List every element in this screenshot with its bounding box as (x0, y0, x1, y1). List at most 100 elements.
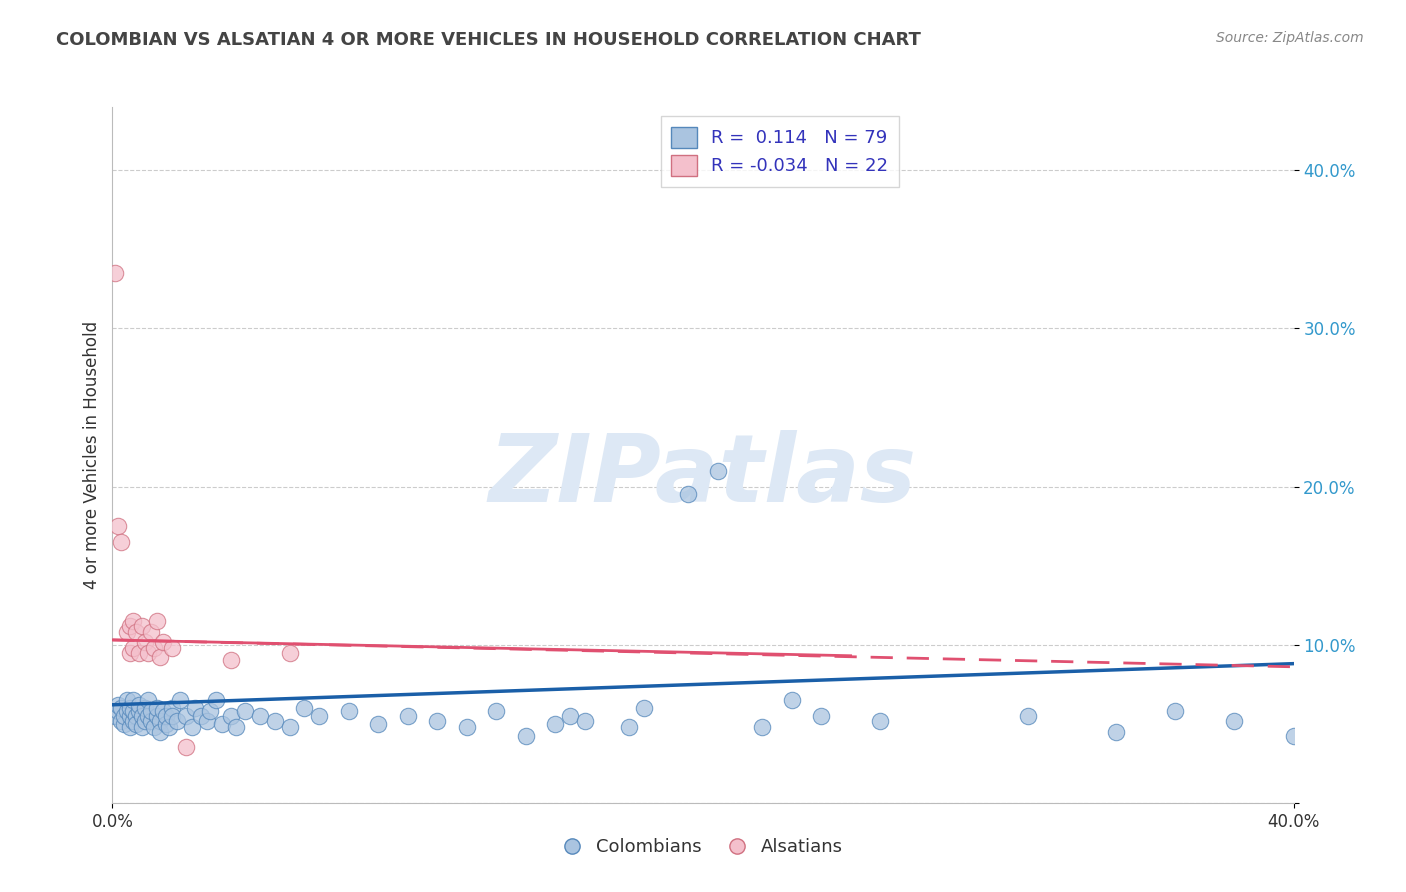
Point (107, 698, 129, 712)
Point (485, 704, 508, 718)
Point (619, 720, 641, 734)
Point (396, 708, 419, 723)
Point (120, 618, 142, 632)
Point (112, 708, 135, 723)
Point (131, 618, 153, 632)
Point (169, 693, 191, 707)
Point (174, 708, 197, 723)
Point (125, 625, 148, 640)
Point (337, 704, 360, 718)
Point (181, 720, 204, 734)
Point (195, 714, 218, 728)
Point (225, 720, 247, 734)
Point (136, 693, 159, 707)
Point (219, 653, 242, 667)
Point (810, 708, 832, 723)
Text: Source: ZipAtlas.com: Source: ZipAtlas.com (1216, 31, 1364, 45)
Point (128, 698, 150, 712)
Point (122, 693, 145, 707)
Point (117, 625, 138, 640)
Point (139, 704, 162, 718)
Point (125, 716, 148, 731)
Point (149, 714, 172, 728)
Point (134, 701, 156, 715)
Point (110, 701, 132, 715)
Point (152, 634, 174, 648)
Point (134, 714, 156, 728)
Point (120, 708, 142, 723)
Point (233, 704, 256, 718)
Point (110, 534, 132, 549)
Point (131, 720, 153, 734)
Point (128, 646, 150, 660)
Point (633, 701, 655, 715)
Point (160, 640, 183, 655)
Point (155, 708, 177, 723)
Point (174, 740, 197, 755)
Point (1164, 704, 1187, 718)
Point (146, 614, 169, 628)
Point (155, 716, 177, 731)
Point (139, 714, 162, 728)
Point (117, 704, 138, 718)
Point (120, 701, 142, 715)
Point (869, 714, 891, 728)
Point (146, 701, 169, 715)
Point (110, 714, 132, 728)
Point (264, 714, 287, 728)
Point (184, 701, 207, 715)
Point (249, 708, 271, 723)
Point (1105, 724, 1128, 739)
Point (160, 701, 183, 715)
Point (1017, 708, 1039, 723)
Point (1282, 730, 1305, 744)
Point (544, 716, 567, 731)
Point (149, 650, 172, 665)
Point (308, 708, 330, 723)
Point (367, 716, 389, 731)
Point (219, 708, 242, 723)
Point (131, 708, 153, 723)
Point (142, 720, 165, 734)
Point (104, 708, 127, 723)
Point (166, 714, 188, 728)
Point (112, 716, 135, 731)
Legend: Colombians, Alsatians: Colombians, Alsatians (555, 831, 851, 863)
Point (198, 704, 221, 718)
Point (456, 720, 478, 734)
Point (157, 720, 180, 734)
Point (574, 714, 596, 728)
Point (292, 701, 315, 715)
Point (515, 730, 537, 744)
Point (128, 704, 150, 718)
Point (125, 708, 148, 723)
Point (136, 708, 159, 723)
Point (122, 640, 145, 655)
Point (122, 714, 145, 728)
Text: ZIPatlas: ZIPatlas (489, 430, 917, 522)
Point (104, 266, 127, 280)
Point (107, 519, 129, 533)
Point (122, 704, 145, 718)
Point (152, 704, 174, 718)
Point (120, 720, 142, 734)
Point (149, 724, 172, 739)
Point (205, 693, 228, 707)
Point (190, 708, 212, 723)
Point (107, 704, 129, 718)
Y-axis label: 4 or more Vehicles in Household: 4 or more Vehicles in Household (83, 321, 101, 589)
Point (136, 646, 159, 660)
Point (278, 720, 301, 734)
Point (678, 487, 700, 501)
Text: COLOMBIAN VS ALSATIAN 4 OR MORE VEHICLES IN HOUSEHOLD CORRELATION CHART: COLOMBIAN VS ALSATIAN 4 OR MORE VEHICLES… (56, 31, 921, 49)
Point (211, 716, 233, 731)
Point (139, 625, 162, 640)
Point (426, 714, 449, 728)
Point (146, 708, 169, 723)
Point (142, 640, 165, 655)
Point (134, 634, 156, 648)
Point (278, 646, 301, 660)
Point (558, 708, 582, 723)
Point (706, 464, 728, 478)
Point (120, 646, 142, 660)
